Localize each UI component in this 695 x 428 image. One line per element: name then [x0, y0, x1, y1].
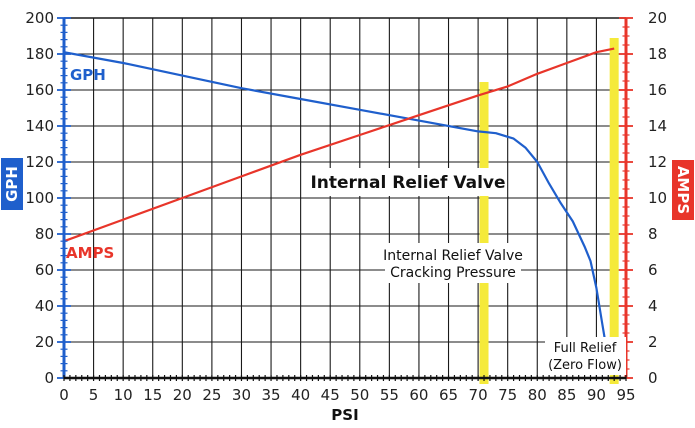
right-axis-title-box	[672, 160, 694, 220]
y-right-tick-label: 14	[648, 117, 667, 135]
y-left-tick-label: 20	[35, 333, 54, 351]
x-tick-label: 45	[321, 386, 340, 404]
x-tick-label: 40	[291, 386, 310, 404]
x-tick-label: 75	[498, 386, 517, 404]
y-right-tick-label: 20	[648, 9, 667, 27]
annotation-cracking-bg	[385, 243, 521, 283]
y-right-tick-label: 18	[648, 45, 667, 63]
x-tick-label: 20	[173, 386, 192, 404]
x-tick-label: 35	[262, 386, 281, 404]
axes: 0204060801001201401601802000246810121416…	[25, 9, 667, 404]
x-tick-label: 0	[59, 386, 69, 404]
y-right-tick-label: 4	[648, 297, 658, 315]
y-right-tick-label: 6	[648, 261, 658, 279]
y-right-tick-label: 0	[648, 369, 658, 387]
annotation-main-bg	[312, 168, 504, 196]
series-line-gph	[64, 51, 607, 343]
x-axis-title: PSI	[331, 406, 358, 424]
x-tick-label: 70	[469, 386, 488, 404]
left-axis-title: GPH	[3, 166, 21, 202]
x-tick-label: 30	[232, 386, 251, 404]
y-left-tick-label: 140	[25, 117, 54, 135]
y-left-tick-label: 40	[35, 297, 54, 315]
x-tick-label: 90	[587, 386, 606, 404]
y-left-tick-label: 60	[35, 261, 54, 279]
x-tick-label: 65	[439, 386, 458, 404]
x-tick-label: 95	[616, 386, 635, 404]
x-tick-label: 80	[528, 386, 547, 404]
x-tick-label: 25	[202, 386, 221, 404]
series-label-amps: AMPS	[66, 244, 114, 262]
relief-markers	[479, 38, 619, 384]
series-lines	[64, 47, 615, 343]
left-axis-title-box	[1, 158, 23, 210]
y-right-tick-label: 16	[648, 81, 667, 99]
y-left-tick-label: 200	[25, 9, 54, 27]
right-axis-title: AMPS	[674, 166, 692, 214]
series-label-gph: GPH	[70, 66, 106, 84]
y-left-tick-label: 0	[44, 369, 54, 387]
y-right-tick-label: 8	[648, 225, 658, 243]
annotation-cracking-line1: Internal Relief Valve	[383, 248, 523, 264]
y-left-tick-label: 100	[25, 189, 54, 207]
y-left-tick-label: 120	[25, 153, 54, 171]
y-right-tick-label: 2	[648, 333, 658, 351]
y-left-tick-label: 160	[25, 81, 54, 99]
x-tick-label: 10	[114, 386, 133, 404]
annotation-full-relief-line1: Full Relief	[554, 341, 617, 356]
relief-marker-bar	[479, 82, 489, 384]
annotation-full-relief-line2: (Zero Flow)	[548, 358, 622, 373]
series-line-amps	[64, 47, 615, 243]
x-tick-label: 85	[557, 386, 576, 404]
x-tick-label: 60	[409, 386, 428, 404]
annotation-cracking-line2: Cracking Pressure	[390, 265, 516, 281]
annotation-main: Internal Relief Valve	[310, 173, 505, 193]
x-tick-label: 55	[380, 386, 399, 404]
y-right-tick-label: 12	[648, 153, 667, 171]
annotation-full-relief-bg	[545, 337, 626, 375]
relief-marker-bar	[609, 38, 619, 384]
y-left-tick-label: 180	[25, 45, 54, 63]
x-tick-label: 5	[89, 386, 99, 404]
y-left-tick-label: 80	[35, 225, 54, 243]
y-right-tick-label: 10	[648, 189, 667, 207]
x-tick-label: 50	[350, 386, 369, 404]
x-tick-label: 15	[143, 386, 162, 404]
